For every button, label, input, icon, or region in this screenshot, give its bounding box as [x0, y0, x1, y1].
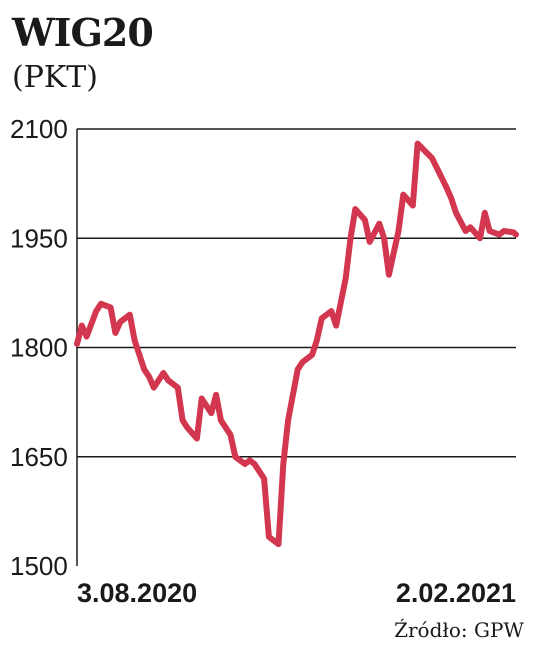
y-tick-label-2100: 2100 [10, 114, 68, 144]
series-line-0 [74, 140, 519, 548]
chart-title: WIG20 [12, 10, 154, 55]
y-tick-label-1500: 1500 [10, 551, 68, 581]
y-tick-label-1650: 1650 [10, 442, 68, 472]
y-tick-label-1800: 1800 [10, 333, 68, 363]
y-tick-labels: 1500 1650 1800 1950 2100 [10, 114, 68, 581]
grid-lines [77, 128, 516, 458]
series-group [74, 140, 519, 548]
y-tick-label-1950: 1950 [10, 223, 68, 253]
unit-label: (PKT) [12, 60, 99, 95]
x-tick-label-start: 3.08.2020 [77, 578, 197, 608]
x-tick-label-end: 2.02.2021 [396, 578, 516, 608]
source-note: Źródło: GPW [394, 618, 524, 642]
